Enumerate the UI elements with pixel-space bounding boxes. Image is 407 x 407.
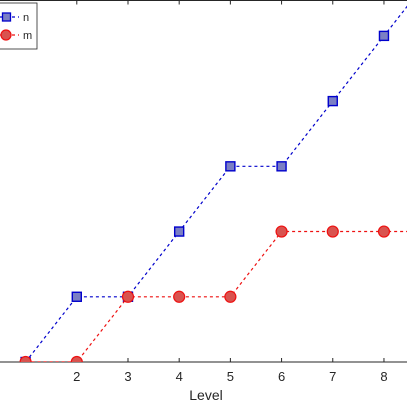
x-tick-label: 4 <box>176 369 183 384</box>
x-tick-label: 8 <box>380 369 387 384</box>
series-line-n <box>25 5 407 362</box>
series-line-m <box>25 230 407 362</box>
data-point-m <box>19 355 32 362</box>
data-point-m <box>275 225 288 238</box>
axes <box>0 0 407 363</box>
data-point-n <box>225 161 236 172</box>
data-point-n <box>276 161 287 172</box>
legend-marker-n <box>1 12 12 22</box>
data-point-m <box>224 290 237 303</box>
x-tick-label: 3 <box>124 369 131 384</box>
data-point-n <box>71 291 82 302</box>
legend-box <box>0 2 38 50</box>
legend-marker-m <box>0 29 12 41</box>
x-tick-label: 5 <box>227 369 234 384</box>
data-point-m <box>377 225 391 238</box>
x-tick-label: 6 <box>278 369 285 384</box>
legend: nm <box>0 2 38 50</box>
legend-label-m: m <box>23 30 32 42</box>
legend-label-n: n <box>23 12 29 24</box>
data-point-m <box>326 225 339 238</box>
data-point-m <box>121 290 135 303</box>
x-axis-label: Level <box>189 387 222 403</box>
data-point-n <box>378 30 390 42</box>
x-ticks: 2 3 4 5 6 7 8 <box>73 0 388 384</box>
data-point-m <box>70 355 83 362</box>
data-point-m <box>173 290 186 303</box>
x-tick-label: 7 <box>329 369 336 384</box>
x-tick-label: 2 <box>73 369 80 384</box>
data-point-n <box>327 95 338 107</box>
data-point-n <box>173 226 185 237</box>
plot-area <box>19 5 407 362</box>
